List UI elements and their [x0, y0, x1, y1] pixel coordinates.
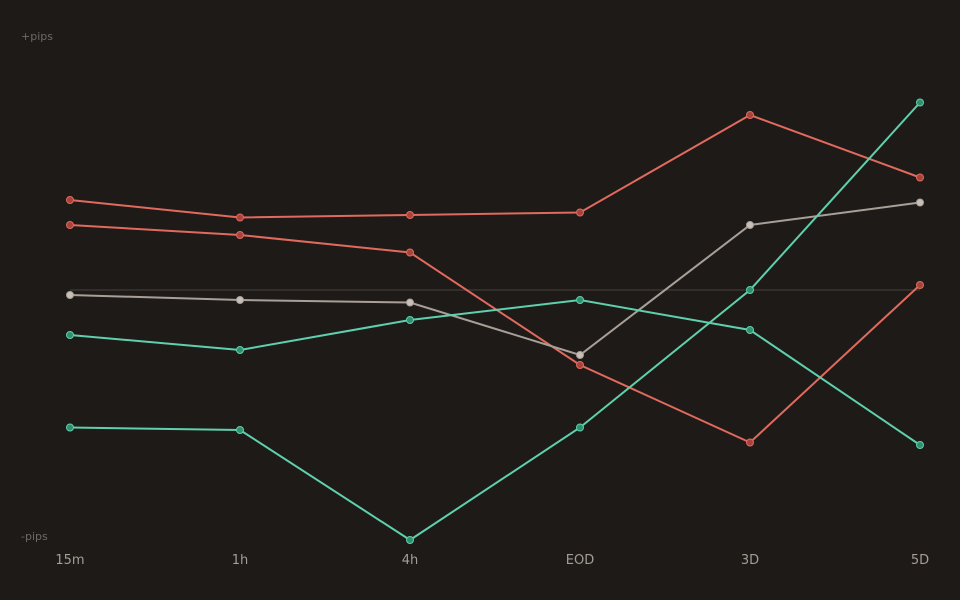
series-1: [66, 111, 924, 222]
series-2: [66, 221, 924, 447]
x-tick-label: 5D: [911, 553, 929, 568]
series-4-point-15m[interactable]: [66, 331, 74, 339]
series-4-point-4h[interactable]: [406, 316, 414, 324]
series-5-point-5D[interactable]: [916, 98, 924, 107]
series-2-point-1h[interactable]: [236, 231, 244, 239]
series-3-point-EOD[interactable]: [576, 351, 584, 359]
y-axis-bottom-label: -pips: [21, 530, 48, 543]
series-3-point-3D[interactable]: [746, 221, 754, 229]
x-tick-label: 15m: [55, 553, 84, 568]
series-1-point-EOD[interactable]: [576, 208, 584, 217]
series-5-point-3D[interactable]: [746, 286, 754, 294]
series-4-point-3D[interactable]: [746, 326, 754, 334]
series-4-point-5D[interactable]: [916, 441, 924, 449]
series-1-point-5D[interactable]: [916, 173, 924, 182]
y-axis-top-label: +pips: [21, 30, 53, 43]
x-tick-label: 4h: [402, 553, 419, 568]
series-5-point-15m[interactable]: [66, 423, 74, 432]
series-1-point-1h[interactable]: [236, 213, 244, 222]
x-tick-label: 3D: [741, 553, 759, 568]
series-5-point-4h[interactable]: [406, 536, 414, 544]
series-3-point-4h[interactable]: [406, 298, 414, 307]
series-2-point-15m[interactable]: [66, 221, 74, 229]
series-2-point-EOD[interactable]: [576, 361, 584, 369]
series-3-point-15m[interactable]: [66, 291, 74, 299]
series-5: [66, 98, 924, 544]
series-2-point-4h[interactable]: [406, 248, 414, 257]
series-2-point-3D[interactable]: [746, 438, 754, 447]
series-4: [66, 296, 924, 449]
series-3-point-5D[interactable]: [916, 198, 924, 207]
series-3: [66, 198, 924, 359]
series-1-line: [69, 113, 921, 219]
series-4-line: [69, 298, 921, 446]
series-3-point-1h[interactable]: [236, 296, 244, 304]
series-2-point-5D[interactable]: [916, 281, 924, 289]
x-axis-ticks: 15m 1h 4h EOD 3D 5D: [55, 553, 929, 568]
series-3-line: [69, 201, 921, 357]
series-4-point-1h[interactable]: [236, 346, 244, 354]
series-layer: [66, 98, 924, 544]
x-tick-label: 1h: [232, 553, 249, 568]
series-5-point-1h[interactable]: [236, 426, 244, 434]
series-1-point-15m[interactable]: [66, 196, 74, 204]
x-tick-label: EOD: [566, 553, 594, 568]
series-5-point-EOD[interactable]: [576, 423, 584, 432]
series-5-line: [69, 101, 921, 542]
series-4-point-EOD[interactable]: [576, 296, 584, 304]
series-1-point-4h[interactable]: [406, 211, 414, 219]
series-2-line: [69, 224, 921, 444]
series-1-point-3D[interactable]: [746, 111, 754, 119]
